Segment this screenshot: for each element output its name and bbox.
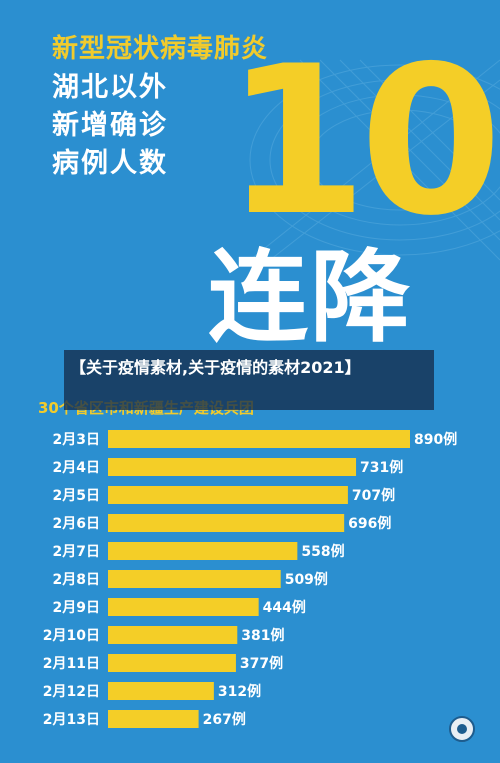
bar	[108, 570, 281, 588]
category-label: 2月7日	[53, 544, 100, 560]
bar	[108, 626, 238, 644]
bar	[108, 654, 236, 672]
category-label: 2月13日	[43, 712, 100, 728]
value-label: 558例	[301, 543, 344, 560]
category-label: 2月3日	[53, 432, 100, 448]
value-label: 444例	[263, 599, 306, 616]
category-label: 2月6日	[53, 516, 100, 532]
bar	[108, 542, 298, 560]
category-label: 2月11日	[43, 656, 100, 672]
category-label: 2月8日	[53, 572, 100, 588]
value-label: 267例	[203, 711, 246, 728]
bar	[108, 458, 357, 476]
title-line-1: 新型冠状病毒肺炎	[52, 34, 269, 64]
hero-number: 10	[225, 23, 500, 261]
title-line-4: 病例人数	[52, 148, 168, 179]
bar	[108, 430, 410, 448]
category-label: 2月12日	[43, 684, 100, 700]
value-label: 312例	[218, 683, 261, 700]
value-label: 509例	[285, 571, 328, 588]
caption-banner: 【关于疫情素材,关于疫情的素材2021】	[64, 350, 434, 410]
bar	[108, 682, 214, 700]
title-line-3: 新增确诊	[52, 110, 168, 141]
value-label: 731例	[360, 459, 403, 476]
bar	[108, 710, 199, 728]
category-label: 2月5日	[53, 488, 100, 504]
category-label: 2月9日	[53, 600, 100, 616]
value-label: 696例	[348, 515, 391, 532]
bar	[108, 514, 345, 532]
bar	[108, 598, 259, 616]
category-label: 2月10日	[43, 628, 100, 644]
value-label: 707例	[352, 487, 395, 504]
category-label: 2月4日	[53, 460, 100, 476]
value-label: 890例	[414, 431, 457, 448]
value-label: 381例	[241, 627, 284, 644]
caption-banner-text: 【关于疫情素材,关于疫情的素材2021】	[70, 358, 361, 377]
value-label: 377例	[240, 655, 283, 672]
bar-chart: 2月3日 890例 2月4日 731例 2月5日 707例 2月6日 696例 2月7日 558例…	[43, 430, 457, 728]
emblem-icon	[449, 716, 475, 742]
title-line-2: 湖北以外	[52, 72, 168, 103]
hero-word: 连降	[208, 239, 412, 356]
bar	[108, 486, 348, 504]
